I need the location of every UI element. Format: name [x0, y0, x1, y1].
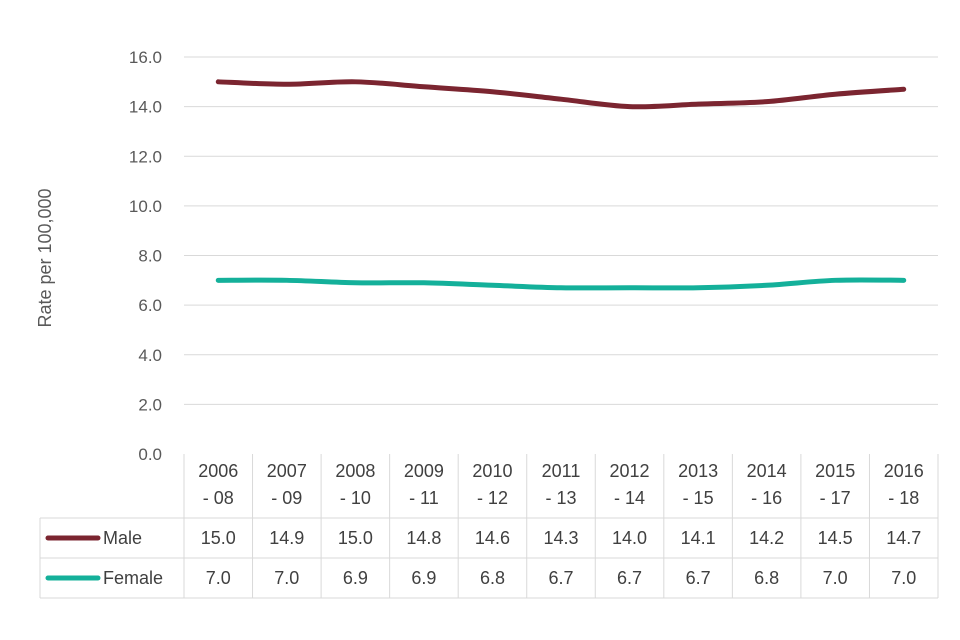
x-category-label: 2009 — [404, 461, 444, 481]
data-label: 14.3 — [543, 528, 578, 548]
data-label: 14.5 — [818, 528, 853, 548]
data-label: 6.9 — [411, 568, 436, 588]
x-category-label: 2014 — [747, 461, 787, 481]
x-category-label: - 10 — [340, 488, 371, 508]
data-label: 14.1 — [681, 528, 716, 548]
data-label: 15.0 — [338, 528, 373, 548]
legend-label-male: Male — [103, 528, 142, 548]
x-category-label: 2011 — [542, 461, 581, 481]
gridlines — [184, 56, 938, 405]
x-category-label: - 14 — [614, 488, 645, 508]
data-label: 14.6 — [475, 528, 510, 548]
data-label: 6.7 — [617, 568, 642, 588]
data-label: 14.9 — [269, 528, 304, 548]
data-label: 14.8 — [406, 528, 441, 548]
y-tick-label: 14.0 — [129, 98, 162, 117]
x-category-label: 2010 — [472, 461, 512, 481]
data-label: 7.0 — [891, 568, 916, 588]
x-category-label: 2008 — [335, 461, 375, 481]
series-line-male — [215, 79, 907, 110]
x-category-label: 2012 — [610, 461, 650, 481]
x-category-label: - 16 — [751, 488, 782, 508]
data-table: 2006 - 08 2007 - 09 2008 - 10 2009 - 11 2010 - 12… — [39, 454, 939, 599]
y-tick-label: 2.0 — [138, 395, 162, 414]
y-tick-label: 12.0 — [129, 147, 162, 166]
y-tick-label: 0.0 — [138, 445, 162, 464]
data-label: 14.7 — [886, 528, 921, 548]
data-label: 7.0 — [206, 568, 231, 588]
data-label: 6.7 — [548, 568, 573, 588]
data-label: 15.0 — [201, 528, 236, 548]
x-category-label: - 09 — [271, 488, 302, 508]
data-label: 14.2 — [749, 528, 784, 548]
data-label: 7.0 — [274, 568, 299, 588]
x-category-label: 2013 — [678, 461, 718, 481]
data-label: 6.9 — [343, 568, 368, 588]
x-category-label: - 18 — [888, 488, 919, 508]
x-category-label: 2015 — [815, 461, 855, 481]
y-axis-label: Rate per 100,000 — [35, 188, 55, 327]
series-line-female — [215, 277, 907, 291]
data-label: 6.7 — [686, 568, 711, 588]
data-label: 14.0 — [612, 528, 647, 548]
x-category-label: 2016 — [884, 461, 924, 481]
x-category-label: - 13 — [545, 488, 576, 508]
x-category-label: - 12 — [477, 488, 508, 508]
x-category-label: - 17 — [820, 488, 851, 508]
y-tick-label: 6.0 — [138, 296, 162, 315]
y-tick-label: 16.0 — [129, 48, 162, 67]
x-category-label: - 08 — [203, 488, 234, 508]
data-label: 6.8 — [754, 568, 779, 588]
series-lines — [215, 79, 907, 291]
y-tick-label: 4.0 — [138, 346, 162, 365]
x-category-label: 2007 — [267, 461, 307, 481]
data-label: 6.8 — [480, 568, 505, 588]
legend-label-female: Female — [103, 568, 163, 588]
x-category-label: 2006 — [198, 461, 238, 481]
data-label: 7.0 — [823, 568, 848, 588]
y-tick-label: 10.0 — [129, 197, 162, 216]
x-category-label: - 15 — [683, 488, 714, 508]
x-category-label: - 11 — [409, 488, 439, 508]
y-tick-label: 8.0 — [138, 247, 162, 266]
y-axis-tick-labels: 0.0 2.0 4.0 6.0 8.0 10.0 12.0 14.0 16.0 — [129, 48, 162, 464]
